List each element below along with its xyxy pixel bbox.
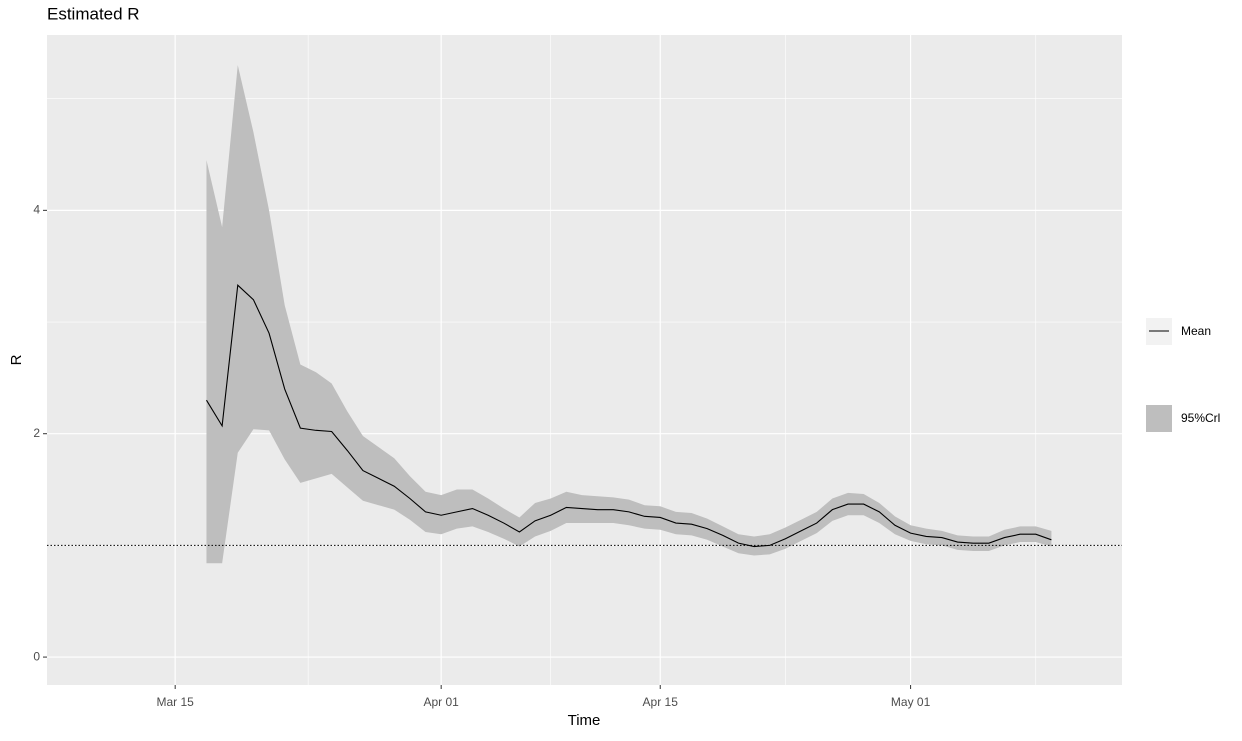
x-tick-label: Apr 01 xyxy=(423,695,459,709)
legend-label: 95%Crl xyxy=(1181,411,1220,425)
x-tick-label: May 01 xyxy=(891,695,931,709)
x-tick-label: Mar 15 xyxy=(156,695,194,709)
x-axis-label: Time xyxy=(568,712,601,729)
y-tick-label: 2 xyxy=(33,426,40,440)
legend-label: Mean xyxy=(1181,324,1211,338)
legend-swatch xyxy=(1146,405,1172,432)
chart-title: Estimated R xyxy=(47,4,140,23)
mean-line xyxy=(206,284,1052,548)
y-tick-label: 4 xyxy=(33,203,40,217)
x-tick-label: Apr 15 xyxy=(643,695,679,709)
y-axis-label: R xyxy=(8,354,25,365)
y-tick-label: 0 xyxy=(33,649,40,663)
